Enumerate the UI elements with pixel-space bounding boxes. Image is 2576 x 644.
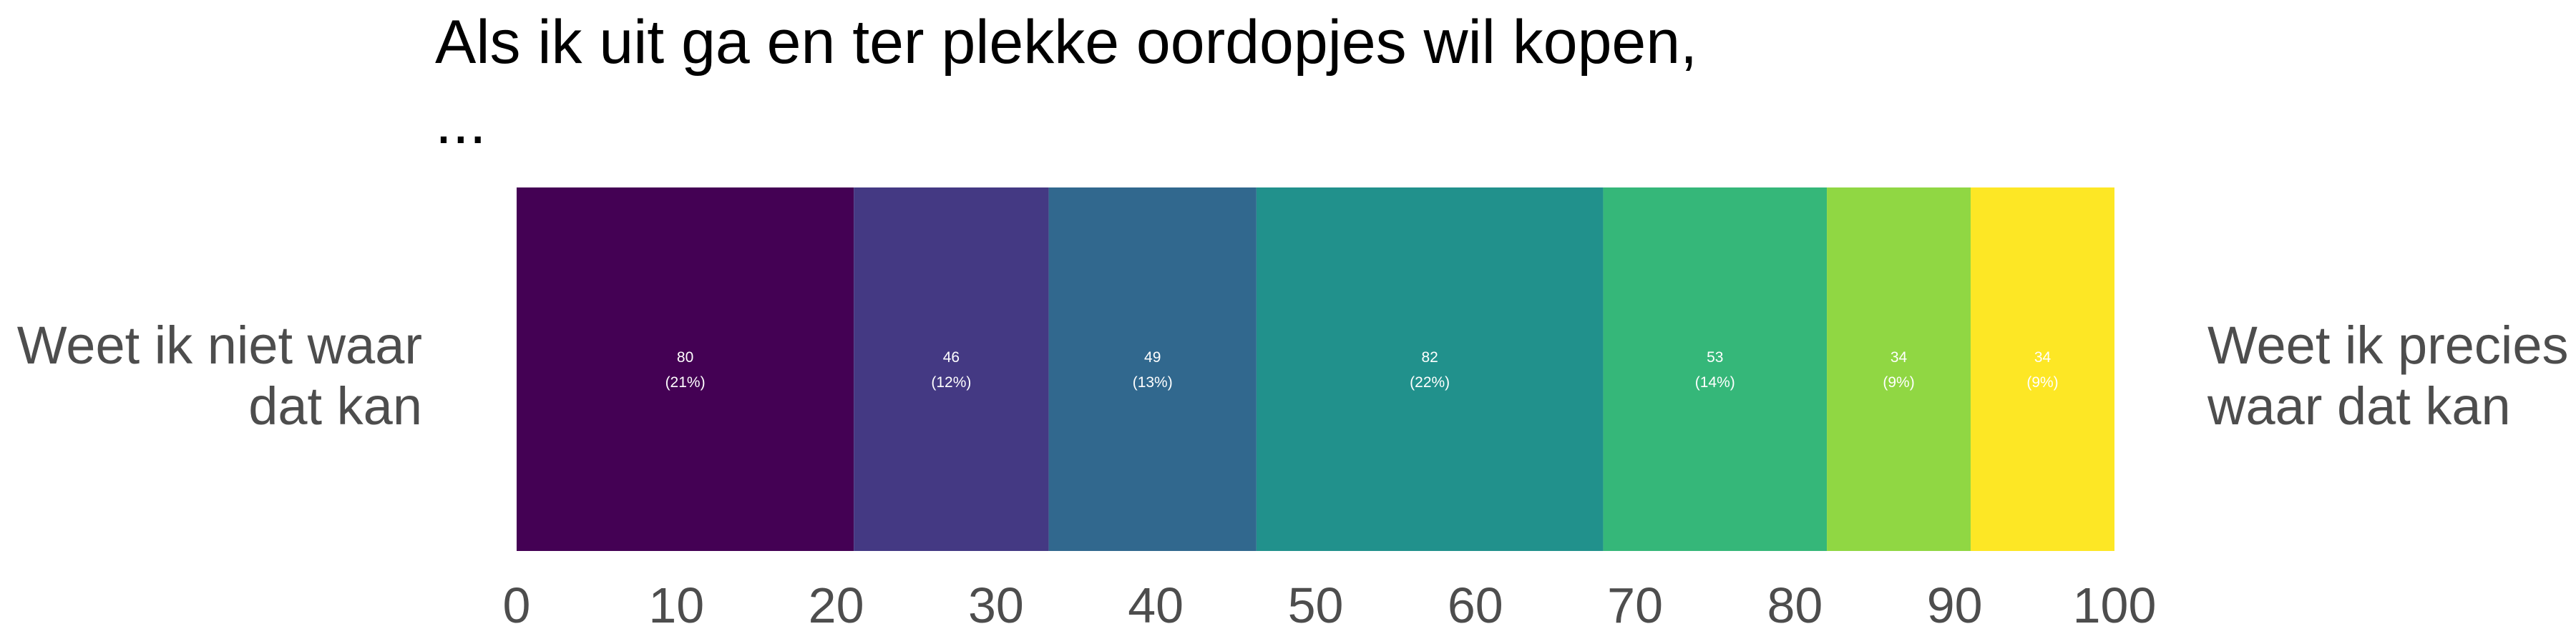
bar-count-label: 34 <box>1890 349 1908 366</box>
bar-percent-label: (14%) <box>1695 374 1735 391</box>
x-tick-label: 90 <box>1927 577 1983 633</box>
bar-count-label: 49 <box>1144 349 1161 366</box>
bar-percent-label: (12%) <box>931 374 971 391</box>
bar-percent-label: (9%) <box>1883 374 1914 391</box>
right-label-line: waar dat kan <box>2207 376 2511 436</box>
bar-segment <box>1256 187 1604 551</box>
chart-title: Als ik uit ga en ter plekke oordopjes wi… <box>435 8 1697 157</box>
bar-percent-label: (22%) <box>1410 374 1450 391</box>
bar-data-labels: 80 (21%) 46 (12%) 49 (13%) 82 (22%) 53 (14%) 34 (9%… <box>665 349 2059 391</box>
x-tick-label: 100 <box>2073 577 2157 633</box>
bar-segment <box>1603 187 1828 551</box>
bar-percent-label: (9%) <box>2026 374 2058 391</box>
chart-title-line: ... <box>435 88 487 157</box>
bar-count-label: 53 <box>1707 349 1723 366</box>
x-tick-label: 50 <box>1288 577 1344 633</box>
bar-count-label: 80 <box>677 349 693 366</box>
left-label-line: Weet ik niet waar <box>17 316 422 375</box>
bar-segments <box>517 187 2114 551</box>
bar-segment <box>1048 187 1257 551</box>
left-label-line: dat kan <box>248 376 422 436</box>
x-tick-label: 40 <box>1128 577 1184 633</box>
x-tick-label: 70 <box>1607 577 1663 633</box>
bar-percent-label: (21%) <box>665 374 706 391</box>
x-tick-label: 10 <box>648 577 704 633</box>
x-tick-label: 60 <box>1448 577 1503 633</box>
bar-count-label: 34 <box>2034 349 2051 366</box>
right-label-line: Weet ik precies <box>2207 316 2569 375</box>
bar-segment <box>517 187 854 551</box>
x-tick-label: 0 <box>503 577 531 633</box>
x-tick-label: 20 <box>809 577 864 633</box>
bar-count-label: 82 <box>1421 349 1438 366</box>
x-axis-ticks: 0 10 20 30 40 50 60 70 80 90 100 <box>503 577 2157 633</box>
bar-segment <box>1827 187 1971 551</box>
bar-segment <box>854 187 1049 551</box>
x-tick-label: 80 <box>1767 577 1823 633</box>
bar-segment <box>1971 187 2114 551</box>
bar-percent-label: (13%) <box>1133 374 1173 391</box>
chart-title-line: Als ik uit ga en ter plekke oordopjes wi… <box>435 8 1697 77</box>
bar-count-label: 46 <box>943 349 960 366</box>
x-tick-label: 30 <box>968 577 1024 633</box>
